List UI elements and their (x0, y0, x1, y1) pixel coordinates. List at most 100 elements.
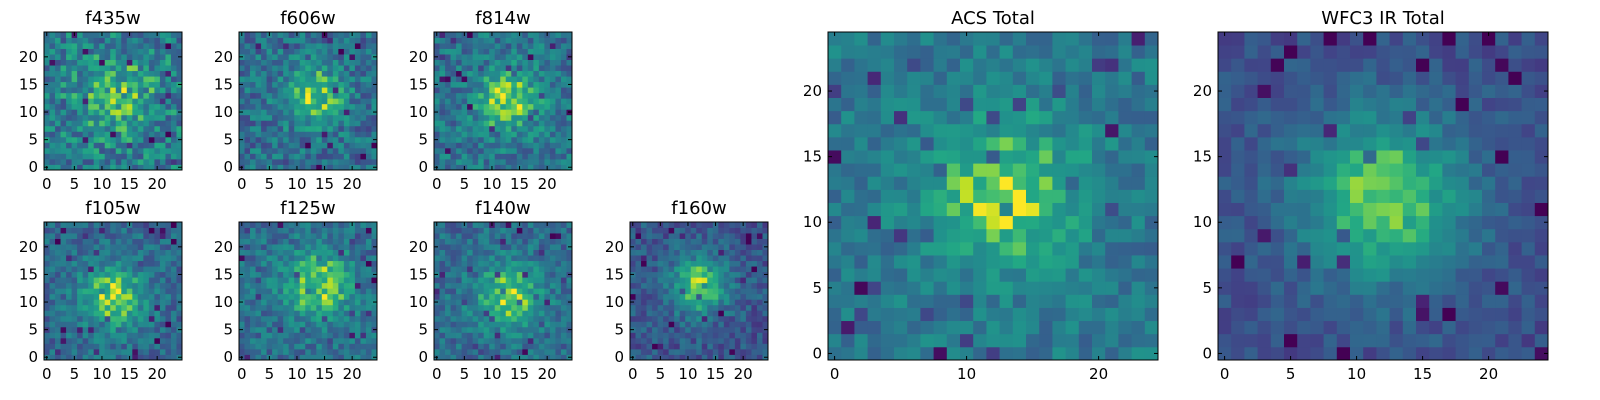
heatmap-cell (327, 142, 334, 149)
heatmap-cell (121, 76, 128, 83)
heatmap-cell (148, 321, 155, 328)
heatmap-cell (371, 59, 378, 66)
heatmap-cell (538, 299, 545, 306)
heatmap-cell (933, 150, 948, 164)
heatmap-cell (712, 348, 719, 355)
heatmap-cell (538, 326, 545, 333)
heatmap-cell (261, 299, 267, 306)
heatmap-cell (104, 266, 111, 273)
heatmap-cell (110, 98, 117, 105)
heatmap-cell (920, 241, 934, 256)
heatmap-cell (132, 332, 139, 339)
heatmap-cell (867, 294, 882, 308)
heatmap-cell (630, 288, 636, 295)
heatmap-cell (371, 332, 378, 339)
heatmap-cell (538, 87, 545, 94)
heatmap-cell (176, 65, 183, 72)
heatmap-cell (93, 266, 100, 273)
heatmap-cell (472, 65, 479, 72)
heatmap-cell (371, 70, 378, 77)
heatmap-cell (338, 310, 345, 317)
heatmap-cell (305, 43, 312, 49)
heatmap-cell (115, 326, 122, 333)
heatmap-cell (652, 332, 658, 339)
heatmap-cell (511, 332, 518, 339)
heatmap-cell (250, 120, 256, 127)
heatmap-cell (718, 354, 725, 361)
heatmap-cell (277, 244, 284, 250)
heatmap-cell (338, 114, 345, 121)
heatmap-cell (960, 241, 974, 256)
heatmap-cell (170, 315, 177, 322)
heatmap-cell (310, 332, 317, 339)
heatmap-cell (439, 288, 446, 295)
heatmap-cell (255, 348, 262, 355)
heatmap-cell (544, 153, 551, 160)
heatmap-cell (305, 142, 312, 149)
heatmap-cell (170, 260, 177, 267)
heatmap-cell (60, 103, 67, 110)
heatmap-cell (99, 293, 106, 300)
heatmap-cell (349, 293, 356, 300)
heatmap-cell (266, 158, 273, 165)
heatmap-cell (657, 266, 664, 273)
heatmap-cell (299, 48, 306, 55)
heatmap-cell (110, 238, 117, 245)
heatmap-cell (483, 348, 490, 355)
heatmap-cell (986, 307, 1000, 322)
heatmap-cell (566, 227, 573, 234)
heatmap-cell (82, 87, 89, 94)
heatmap-cell (511, 65, 518, 72)
heatmap-cell (104, 337, 111, 344)
heatmap-cell (494, 59, 501, 66)
heatmap-cell (445, 354, 451, 361)
heatmap-cell (316, 337, 323, 344)
heatmap-cell (327, 260, 334, 267)
heatmap-cell (299, 321, 306, 328)
heatmap-cell (143, 288, 150, 295)
heatmap-cell (434, 76, 440, 83)
heatmap-cell (1078, 346, 1093, 361)
heatmap-cell (82, 255, 89, 262)
heatmap-cell (44, 238, 50, 245)
heatmap-cell (159, 103, 166, 110)
heatmap-cell (104, 37, 111, 44)
heatmap-cell (321, 238, 328, 245)
heatmap-cell (1012, 228, 1027, 243)
heatmap-cell (745, 304, 752, 311)
heatmap-cell (505, 48, 512, 55)
heatmap-cell (110, 343, 117, 350)
heatmap-cell (533, 65, 540, 72)
heatmap-cell (294, 255, 301, 262)
heatmap-cell (77, 244, 84, 250)
heatmap-cell (516, 54, 523, 60)
heatmap-cell (450, 271, 457, 278)
heatmap-cell (907, 281, 921, 295)
heatmap-cell (657, 315, 664, 322)
heatmap-cell (723, 299, 730, 306)
heatmap-cell (170, 271, 177, 278)
heatmap-cell (110, 92, 117, 99)
heatmap-cell (679, 266, 686, 273)
heatmap-cell (354, 70, 361, 77)
heatmap-cell (467, 304, 474, 311)
heatmap-cell (316, 260, 323, 267)
heatmap-cell (266, 321, 273, 328)
heatmap-cell (500, 120, 507, 127)
heatmap-cell (652, 227, 658, 234)
heatmap-cell (456, 249, 462, 256)
heatmap-cell (277, 321, 284, 328)
heatmap-cell (60, 222, 67, 228)
heatmap-cell (71, 326, 78, 333)
heatmap-cell (71, 271, 78, 278)
heatmap-cell (88, 76, 95, 83)
heatmap-cell (272, 348, 279, 355)
heatmap-cell (516, 98, 523, 105)
heatmap-cell (718, 293, 725, 300)
heatmap-cell (522, 238, 529, 245)
heatmap-cell (663, 299, 670, 306)
heatmap-cell (272, 299, 279, 306)
heatmap-cell (288, 348, 295, 355)
heatmap-cell (472, 120, 479, 127)
heatmap-cell (544, 120, 551, 127)
